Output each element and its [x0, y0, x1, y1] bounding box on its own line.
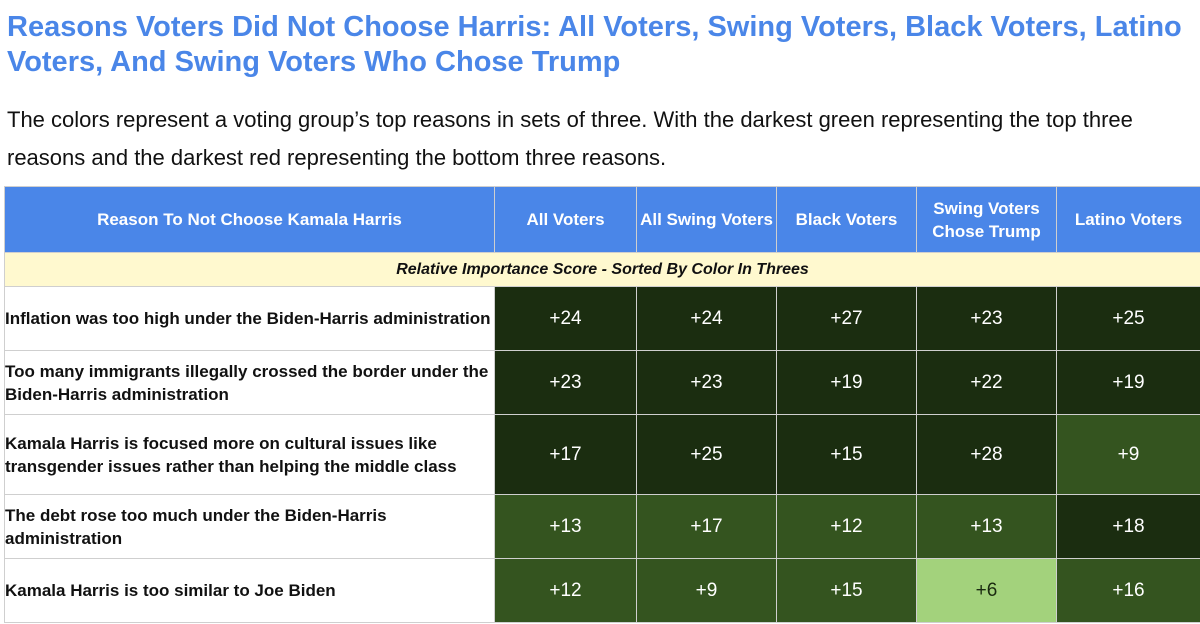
score-cell-black-voters: +15	[776, 414, 917, 495]
score-cell-all-swing-voters: +9	[636, 558, 777, 623]
page-subtitle: The colors represent a voting group’s to…	[7, 107, 1133, 170]
relative-importance-subheader: Relative Importance Score - Sorted By Co…	[4, 252, 1200, 287]
score-cell-swing-voters-chose-trump: +13	[916, 494, 1057, 559]
reason-cell: Kamala Harris is focused more on cultura…	[4, 414, 495, 495]
score-cell-all-voters: +23	[494, 350, 637, 415]
score-cell-all-swing-voters: +23	[636, 350, 777, 415]
subheader-row: Relative Importance Score - Sorted By Co…	[4, 252, 1200, 287]
score-cell-all-voters: +17	[494, 414, 637, 495]
score-cell-all-voters: +24	[494, 286, 637, 351]
reason-cell: Kamala Harris is too similar to Joe Bide…	[4, 558, 495, 623]
score-cell-all-voters: +12	[494, 558, 637, 623]
column-header-reason: Reason To Not Choose Kamala Harris	[4, 186, 495, 253]
score-cell-swing-voters-chose-trump: +28	[916, 414, 1057, 495]
table-row: Inflation was too high under the Biden-H…	[4, 286, 1200, 351]
table-row: Too many immigrants illegally crossed th…	[4, 350, 1200, 415]
score-cell-latino-voters: +19	[1056, 350, 1200, 415]
reasons-table: Reason To Not Choose Kamala Harris All V…	[4, 186, 1200, 623]
table-row: Kamala Harris is focused more on cultura…	[4, 414, 1200, 495]
score-cell-black-voters: +12	[776, 494, 917, 559]
column-header-all-swing-voters: All Swing Voters	[636, 186, 777, 253]
score-cell-swing-voters-chose-trump: +23	[916, 286, 1057, 351]
table-row: The debt rose too much under the Biden-H…	[4, 494, 1200, 559]
page-title: Reasons Voters Did Not Choose Harris: Al…	[7, 11, 1182, 78]
column-header-swing-voters-chose-trump: Swing Voters Chose Trump	[916, 186, 1057, 253]
score-cell-black-voters: +19	[776, 350, 917, 415]
score-cell-all-swing-voters: +25	[636, 414, 777, 495]
reason-cell: Inflation was too high under the Biden-H…	[4, 286, 495, 351]
score-cell-latino-voters: +25	[1056, 286, 1200, 351]
column-header-latino-voters: Latino Voters	[1056, 186, 1200, 253]
score-cell-latino-voters: +16	[1056, 558, 1200, 623]
score-cell-latino-voters: +9	[1056, 414, 1200, 495]
column-header-black-voters: Black Voters	[776, 186, 917, 253]
score-cell-black-voters: +15	[776, 558, 917, 623]
score-cell-black-voters: +27	[776, 286, 917, 351]
score-cell-all-swing-voters: +17	[636, 494, 777, 559]
score-cell-all-voters: +13	[494, 494, 637, 559]
table-row: Kamala Harris is too similar to Joe Bide…	[4, 558, 1200, 623]
score-cell-latino-voters: +18	[1056, 494, 1200, 559]
score-cell-swing-voters-chose-trump: +22	[916, 350, 1057, 415]
score-cell-swing-voters-chose-trump: +6	[916, 558, 1057, 623]
column-header-all-voters: All Voters	[494, 186, 637, 253]
reason-cell: The debt rose too much under the Biden-H…	[4, 494, 495, 559]
score-cell-all-swing-voters: +24	[636, 286, 777, 351]
table-header-row: Reason To Not Choose Kamala Harris All V…	[4, 186, 1200, 253]
reason-cell: Too many immigrants illegally crossed th…	[4, 350, 495, 415]
